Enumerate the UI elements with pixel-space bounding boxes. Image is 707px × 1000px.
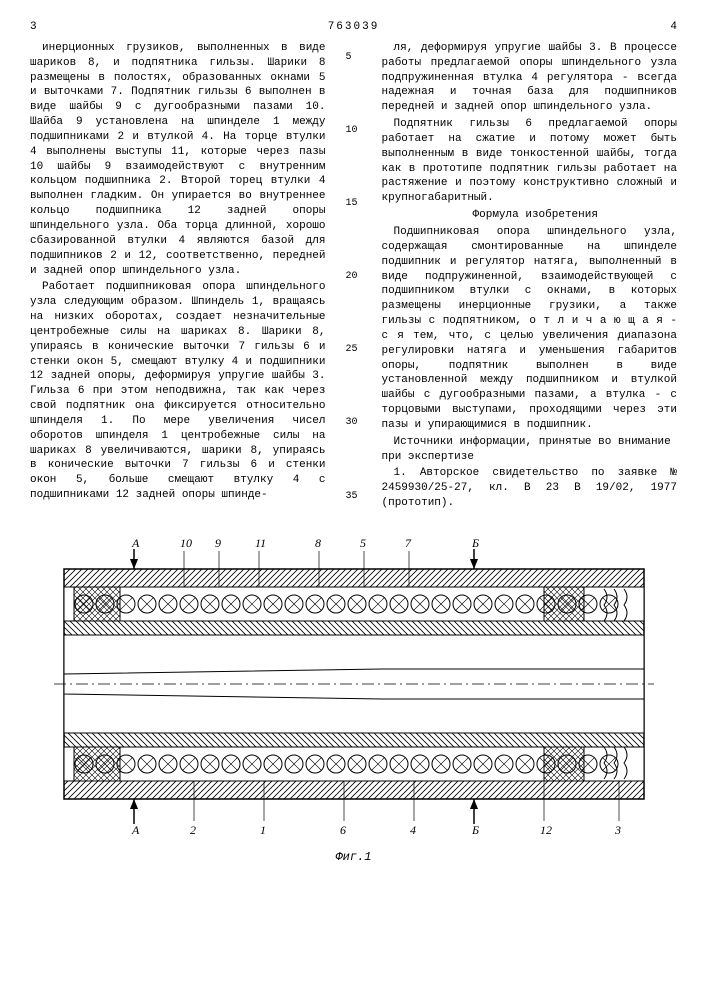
line-number: 35 bbox=[346, 490, 362, 504]
patent-number: 763039 bbox=[80, 20, 627, 35]
svg-text:10: 10 bbox=[180, 536, 192, 550]
paragraph: Подшипниковая опора шпиндельного узла, с… bbox=[382, 225, 678, 433]
paragraph: Работает подшипниковая опора шпиндельног… bbox=[30, 280, 326, 503]
line-number: 30 bbox=[346, 416, 362, 430]
svg-text:9: 9 bbox=[215, 536, 221, 550]
figure-caption: Фиг.1 bbox=[30, 849, 677, 865]
figure-1: A 10 9 11 8 5 7 Б A 2 1 6 4 Б 12 3 Фиг.1 bbox=[30, 529, 677, 865]
svg-text:1: 1 bbox=[260, 823, 266, 837]
sources-heading: Источники информации, принятые во вниман… bbox=[382, 435, 678, 465]
line-number: 5 bbox=[346, 51, 362, 65]
svg-text:11: 11 bbox=[255, 536, 266, 550]
paragraph: ля, деформируя упругие шайбы 3. В процес… bbox=[382, 41, 678, 115]
paragraph: 1. Авторское свидетельство по заявке № 2… bbox=[382, 466, 678, 511]
line-number: 25 bbox=[346, 343, 362, 357]
paragraph: инерционных грузиков, выполненных в виде… bbox=[30, 41, 326, 279]
svg-text:3: 3 bbox=[614, 823, 621, 837]
spindle-drawing: A 10 9 11 8 5 7 Б A 2 1 6 4 Б 12 3 bbox=[44, 529, 664, 839]
svg-text:8: 8 bbox=[315, 536, 321, 550]
page-header: 3 763039 4 bbox=[30, 20, 677, 35]
line-number: 10 bbox=[346, 124, 362, 138]
svg-text:6: 6 bbox=[340, 823, 346, 837]
svg-text:A: A bbox=[131, 823, 140, 837]
page-number-right: 4 bbox=[627, 20, 677, 35]
svg-text:Б: Б bbox=[471, 536, 479, 550]
text-columns: инерционных грузиков, выполненных в виде… bbox=[30, 41, 677, 513]
svg-text:12: 12 bbox=[540, 823, 552, 837]
svg-text:4: 4 bbox=[410, 823, 416, 837]
line-number: 15 bbox=[346, 197, 362, 211]
svg-text:A: A bbox=[131, 536, 140, 550]
svg-text:Б: Б bbox=[471, 823, 479, 837]
line-number: 20 bbox=[346, 270, 362, 284]
right-column: ля, деформируя упругие шайбы 3. В процес… bbox=[382, 41, 678, 513]
paragraph: Подпятник гильзы 6 предлагаемой опоры ра… bbox=[382, 117, 678, 206]
svg-text:5: 5 bbox=[360, 536, 366, 550]
formula-heading: Формула изобретения bbox=[382, 208, 678, 223]
svg-text:2: 2 bbox=[190, 823, 196, 837]
left-column: инерционных грузиков, выполненных в виде… bbox=[30, 41, 326, 513]
line-number-gutter: 5 10 15 20 25 30 35 bbox=[346, 41, 362, 513]
page-number-left: 3 bbox=[30, 20, 80, 35]
svg-text:7: 7 bbox=[405, 536, 412, 550]
